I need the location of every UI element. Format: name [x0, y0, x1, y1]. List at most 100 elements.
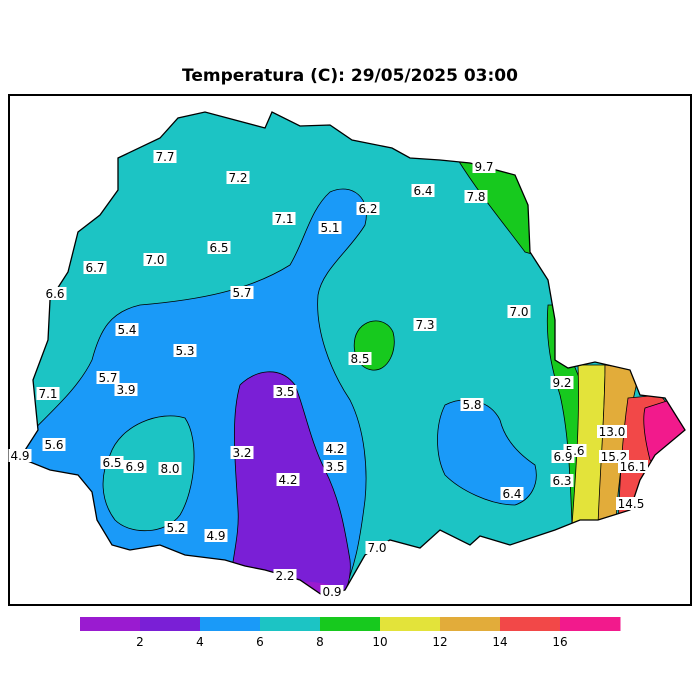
station-value: 5.8: [460, 398, 484, 412]
station-value: 3.2: [230, 446, 254, 460]
station-value-text: 6.3: [552, 474, 571, 488]
colorbar-tick-label: 8: [316, 635, 324, 649]
station-value: 3.5: [273, 385, 297, 399]
station-value-bg: [618, 460, 648, 473]
station-value-text: 6.2: [358, 202, 377, 216]
station-value: 7.7: [153, 150, 177, 164]
station-value-text: 0.9: [322, 585, 341, 599]
station-value-bg: [272, 212, 296, 225]
colorbar-bin: [140, 617, 201, 631]
station-value: 5.4: [115, 323, 139, 337]
station-value-bg: [356, 202, 380, 215]
station-value: 6.3: [550, 474, 574, 488]
station-value-bg: [207, 241, 231, 254]
station-value-bg: [164, 521, 188, 534]
colorbar-tick-label: 16: [552, 635, 567, 649]
station-value: 13.0: [597, 425, 627, 439]
station-value-bg: [100, 456, 124, 469]
station-value-text: 5.7: [98, 371, 117, 385]
station-value-bg: [143, 253, 167, 266]
station-value: 14.5: [616, 497, 646, 511]
station-value-bg: [153, 150, 177, 163]
colorbar-bin: [380, 617, 441, 631]
station-value-text: 8.0: [160, 462, 179, 476]
station-value-bg: [158, 462, 182, 475]
station-value-bg: [550, 474, 574, 487]
station-value-text: 9.2: [552, 376, 571, 390]
station-value-text: 4.2: [325, 442, 344, 456]
station-value-text: 6.6: [45, 287, 64, 301]
station-value: 4.2: [276, 473, 300, 487]
station-value: 6.9: [551, 450, 575, 464]
station-value-text: 5.2: [166, 521, 185, 535]
station-value: 5.6: [42, 438, 66, 452]
station-value: 5.7: [96, 371, 120, 385]
station-value-text: 7.7: [155, 150, 174, 164]
state-outline: [19, 111, 686, 598]
station-value-text: 7.0: [367, 541, 386, 555]
station-value-bg: [616, 497, 646, 510]
station-value-text: 5.1: [320, 221, 339, 235]
station-value-bg: [365, 541, 389, 554]
station-value-bg: [273, 385, 297, 398]
colorbar-bin: [500, 617, 561, 631]
colorbar-bin: [320, 617, 381, 631]
station-value-bg: [500, 487, 524, 500]
colorbar-bin: [80, 617, 141, 631]
station-value-text: 2.2: [275, 569, 294, 583]
station-value-bg: [83, 261, 107, 274]
station-value-bg: [348, 352, 372, 365]
station-value-bg: [411, 184, 435, 197]
colorbar-tick-label: 6: [256, 635, 264, 649]
station-value: 7.2: [226, 171, 250, 185]
station-value-bg: [320, 585, 344, 598]
station-value: 7.0: [365, 541, 389, 555]
station-value: 0.9: [320, 585, 344, 599]
colorbar-tick-label: 14: [492, 635, 507, 649]
station-value: 7.3: [413, 318, 437, 332]
station-value: 7.0: [507, 305, 531, 319]
station-value-bg: [507, 305, 531, 318]
station-value: 5.7: [230, 286, 254, 300]
station-value-text: 7.0: [509, 305, 528, 319]
station-value-bg: [472, 160, 496, 173]
station-value: 3.9: [114, 383, 138, 397]
station-value-text: 3.5: [275, 385, 294, 399]
station-value-bg: [115, 323, 139, 336]
station-value-text: 7.2: [228, 171, 247, 185]
colorbar-bin: [560, 617, 621, 631]
station-value-text: 5.8: [462, 398, 481, 412]
station-value-bg: [226, 171, 250, 184]
station-value-bg: [173, 344, 197, 357]
station-value: 7.1: [36, 387, 60, 401]
station-value-text: 8.5: [350, 352, 369, 366]
station-value: 8.0: [158, 462, 182, 476]
station-value: 5.3: [173, 344, 197, 358]
station-value-bg: [551, 450, 575, 463]
station-value-text: 4.9: [206, 529, 225, 543]
station-value-bg: [8, 449, 32, 462]
station-value: 3.5: [323, 460, 347, 474]
station-value-bg: [36, 387, 60, 400]
station-value: 6.4: [411, 184, 435, 198]
station-value-text: 16.1: [620, 460, 647, 474]
station-value: 6.9: [123, 460, 147, 474]
station-value-text: 3.9: [116, 383, 135, 397]
station-value-bg: [464, 190, 488, 203]
station-value: 9.2: [550, 376, 574, 390]
station-value-text: 7.1: [274, 212, 293, 226]
station-value-bg: [413, 318, 437, 331]
colorbar: 2 4 6 8 10 12 14 16: [80, 617, 621, 649]
colorbar-tick-label: 2: [136, 635, 144, 649]
station-value-text: 7.8: [466, 190, 485, 204]
station-value: 4.9: [204, 529, 228, 543]
station-value-text: 4.9: [10, 449, 29, 463]
station-value-text: 5.6: [44, 438, 63, 452]
station-value: 4.2: [323, 442, 347, 456]
station-value-bg: [323, 460, 347, 473]
station-value: 7.8: [464, 190, 488, 204]
station-value-text: 6.9: [125, 460, 144, 474]
station-value: 6.7: [83, 261, 107, 275]
station-value-bg: [43, 287, 67, 300]
